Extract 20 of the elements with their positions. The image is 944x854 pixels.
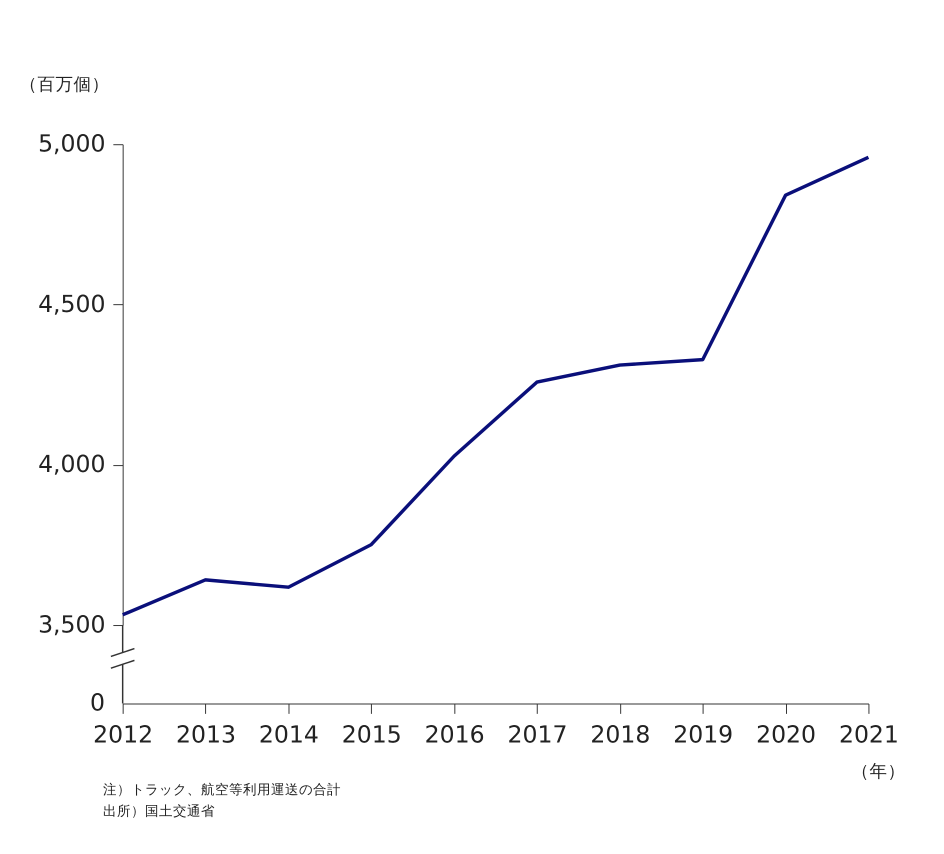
y-tick-label: 4,000 bbox=[38, 450, 106, 478]
x-tick-label: 2021 bbox=[838, 720, 899, 748]
line-series bbox=[120, 156, 870, 617]
text: 0 bbox=[90, 688, 105, 716]
text: 注）トラック、航空等利用運送の合計 bbox=[103, 782, 342, 798]
x-tick-label: 2012 bbox=[93, 720, 154, 748]
x-tick-label: 2014 bbox=[258, 720, 319, 748]
x-tick-label: 2017 bbox=[508, 720, 568, 748]
y-tick-label: 5,000 bbox=[38, 130, 106, 158]
x-tick-label: 2018 bbox=[590, 720, 650, 748]
x-tick-label: 2016 bbox=[424, 720, 485, 748]
x-axis-title: （年） bbox=[851, 762, 906, 782]
y-tick-label: 4,500 bbox=[38, 290, 106, 318]
text: 出所）国土交通省 bbox=[103, 803, 216, 820]
y-axis-title: （百万個） bbox=[20, 75, 110, 96]
x-tick-label: 2013 bbox=[176, 720, 236, 748]
x-tick-label: 2019 bbox=[673, 720, 734, 748]
y-tick-label: 3,500 bbox=[38, 610, 106, 638]
x-tick-label: 2015 bbox=[342, 720, 402, 748]
x-tick-label: 2020 bbox=[756, 720, 816, 748]
